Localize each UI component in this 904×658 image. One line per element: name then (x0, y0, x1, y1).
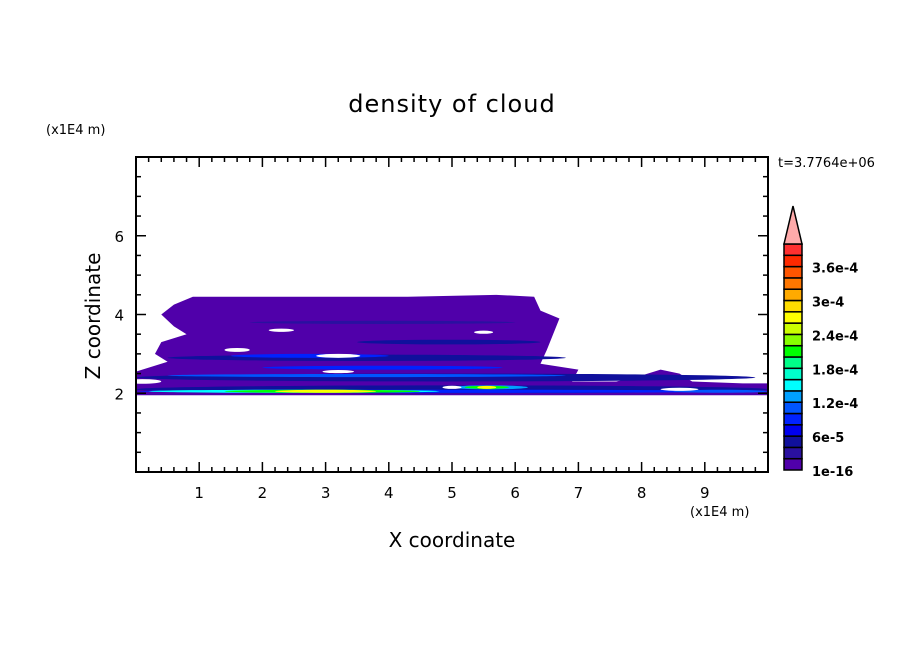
cloud-streak (230, 353, 389, 358)
colorbar-swatch (783, 457, 803, 471)
colorbar-label: 3e-4 (812, 296, 844, 311)
x-tick-label: 9 (700, 484, 710, 502)
x-axis-label: X coordinate (389, 528, 516, 552)
colorbar: 1e-16 6e-5 1.2e-4 1.8e-4 2.4e-4 3e-4 3.6e-4 (783, 205, 858, 480)
cloud-gap (136, 379, 162, 384)
colorbar-label: 6e-5 (812, 431, 844, 446)
cloud-gap (442, 385, 462, 389)
contour-field (136, 294, 768, 396)
colorbar-label: 1e-16 (812, 465, 853, 480)
x-tick-label: 6 (510, 484, 520, 502)
colorbar-swatch (783, 367, 803, 381)
colorbar-label: 1.2e-4 (812, 397, 858, 412)
x-tick-labels: 1 2 3 4 5 6 7 8 9 (194, 484, 709, 502)
colorbar-swatch (783, 265, 803, 279)
y-tick-label: 6 (114, 228, 124, 246)
y-tick-label: 4 (114, 307, 124, 325)
colorbar-swatch (783, 344, 803, 358)
axis-ticks (136, 157, 768, 472)
cloud-gap (322, 370, 355, 374)
cloud-region-level-1 (136, 294, 768, 396)
colorbar-label: 2.4e-4 (812, 329, 858, 344)
chart-title: density of cloud (348, 90, 555, 118)
colorbar-swatch (783, 401, 803, 415)
cloud-gap (268, 328, 294, 332)
colorbar-swatch (783, 333, 803, 347)
x-tick-label: 4 (384, 484, 394, 502)
cloud-streak (673, 389, 768, 393)
colorbar-swatch (783, 277, 803, 290)
colorbar-swatch (783, 254, 803, 268)
x-tick-label: 5 (447, 484, 457, 502)
colorbar-swatch (783, 424, 803, 437)
x-tick-label: 2 (258, 484, 268, 502)
cloud-streak (357, 339, 541, 345)
colorbar-swatch (783, 299, 803, 313)
x-tick-label: 3 (321, 484, 331, 502)
colorbar-swatch (783, 390, 803, 403)
colorbar-swatch (783, 446, 803, 460)
y-unit-label: (x1E4 m) (46, 123, 105, 138)
cloud-streak (262, 365, 503, 370)
y-tick-label: 2 (114, 385, 124, 403)
colorbar-label: 1.8e-4 (812, 363, 858, 378)
colorbar-label: 3.6e-4 (812, 262, 858, 277)
x-tick-label: 1 (194, 484, 204, 502)
colorbar-swatch (783, 356, 803, 370)
y-tick-labels: 2 4 6 (114, 228, 124, 404)
y-axis-label: Z coordinate (81, 253, 105, 380)
colorbar-swatch (783, 322, 803, 336)
colorbar-swatch (783, 243, 803, 257)
time-label: t=3.7764e+06 (778, 156, 875, 171)
cloud-streak (167, 373, 566, 378)
cloud-gap (224, 347, 250, 352)
cloud-gap (474, 330, 494, 334)
colorbar-over-triangle (783, 205, 803, 245)
cloud-gap (316, 353, 361, 358)
cloud-streak (477, 385, 497, 389)
x-tick-label: 7 (574, 484, 584, 502)
colorbar-swatch (783, 435, 803, 449)
x-unit-label: (x1E4 m) (690, 505, 749, 520)
x-tick-label: 8 (637, 484, 647, 502)
colorbar-swatch (783, 378, 803, 392)
colorbar-swatch (783, 311, 803, 324)
colorbar-swatch (783, 288, 803, 302)
cloud-gap (660, 387, 699, 391)
cloud-streak (249, 320, 516, 324)
colorbar-swatch (783, 412, 803, 426)
cloud-streak (275, 389, 377, 393)
